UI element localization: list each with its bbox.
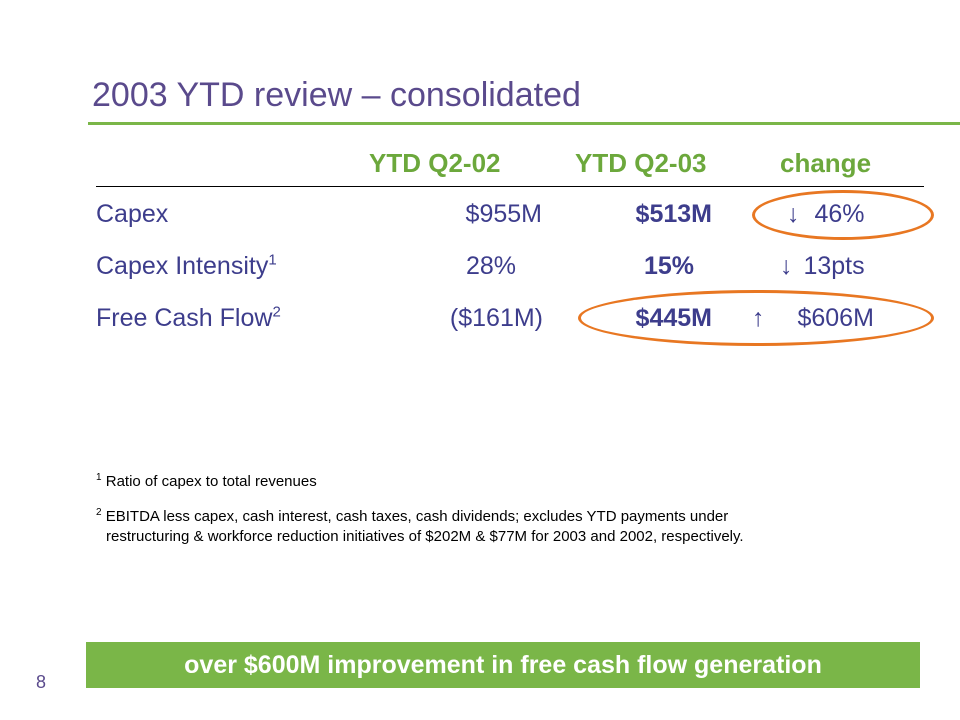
capex-change: ↓ 46%: [787, 200, 865, 228]
capex-intensity-ytd-q2-02: 28%: [465, 252, 516, 280]
column-header-change: change: [780, 148, 872, 178]
slide-title: 2003 YTD review – consolidated: [92, 76, 581, 114]
free-cash-flow-ytd-q2-03: $445M: [635, 304, 712, 332]
column-header-ytd-q2-02: YTD Q2-02: [369, 148, 501, 178]
up-arrow-icon: ↑: [752, 304, 765, 332]
table-header-divider: [96, 186, 924, 187]
capex-ytd-q2-03: $513M: [635, 200, 712, 228]
free-cash-flow-highlight: [578, 290, 934, 346]
row-label-capex: Capex: [96, 200, 169, 228]
free-cash-flow-ytd-q2-02: ($161M): [449, 304, 543, 332]
footnote-ref-2: 2: [272, 303, 281, 321]
footnote-2: 2 EBITDA less capex, cash interest, cash…: [96, 507, 744, 546]
column-header-ytd-q2-03: YTD Q2-03: [575, 148, 707, 178]
down-arrow-icon: ↓: [780, 252, 793, 280]
row-label-free-cash-flow: Free Cash Flow2: [96, 303, 281, 332]
capex-intensity-change: ↓ 13pts: [780, 252, 865, 280]
title-divider: [88, 122, 960, 125]
summary-callout: over $600M improvement in free cash flow…: [86, 642, 920, 688]
free-cash-flow-change: ↑ $606M: [752, 304, 874, 332]
row-label-capex-intensity: Capex Intensity1: [96, 251, 277, 280]
down-arrow-icon: ↓: [787, 200, 800, 228]
capex-intensity-ytd-q2-03: 15%: [643, 252, 694, 280]
capex-ytd-q2-02: $955M: [465, 200, 542, 228]
page-number: 8: [36, 672, 47, 692]
capex-change-highlight: [752, 190, 934, 240]
footnote-ref-1: 1: [268, 251, 277, 269]
footnote-1: 1 Ratio of capex to total revenues: [96, 472, 317, 491]
